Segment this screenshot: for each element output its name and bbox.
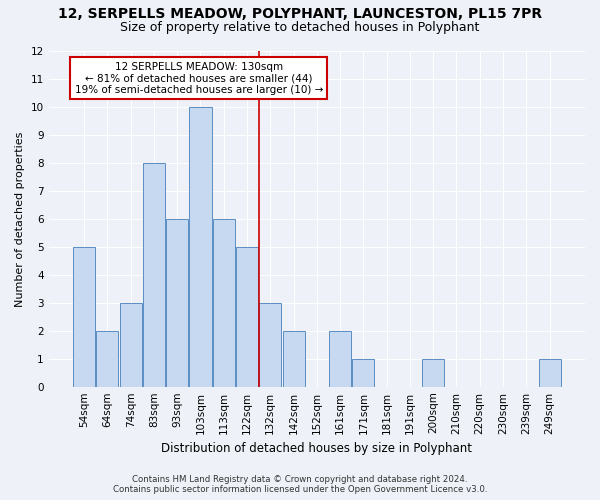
- Bar: [212, 219, 235, 386]
- Bar: [422, 358, 444, 386]
- Bar: [539, 358, 560, 386]
- Bar: [352, 358, 374, 386]
- Text: 12 SERPELLS MEADOW: 130sqm
← 81% of detached houses are smaller (44)
19% of semi: 12 SERPELLS MEADOW: 130sqm ← 81% of deta…: [74, 62, 323, 95]
- Text: Size of property relative to detached houses in Polyphant: Size of property relative to detached ho…: [121, 21, 479, 34]
- Bar: [283, 331, 305, 386]
- X-axis label: Distribution of detached houses by size in Polyphant: Distribution of detached houses by size …: [161, 442, 472, 455]
- Bar: [236, 247, 258, 386]
- Bar: [143, 163, 165, 386]
- Bar: [190, 108, 212, 386]
- Text: Contains HM Land Registry data © Crown copyright and database right 2024.
Contai: Contains HM Land Registry data © Crown c…: [113, 474, 487, 494]
- Bar: [166, 219, 188, 386]
- Bar: [97, 331, 118, 386]
- Y-axis label: Number of detached properties: Number of detached properties: [15, 132, 25, 307]
- Bar: [329, 331, 351, 386]
- Bar: [73, 247, 95, 386]
- Text: 12, SERPELLS MEADOW, POLYPHANT, LAUNCESTON, PL15 7PR: 12, SERPELLS MEADOW, POLYPHANT, LAUNCEST…: [58, 8, 542, 22]
- Bar: [259, 303, 281, 386]
- Bar: [119, 303, 142, 386]
